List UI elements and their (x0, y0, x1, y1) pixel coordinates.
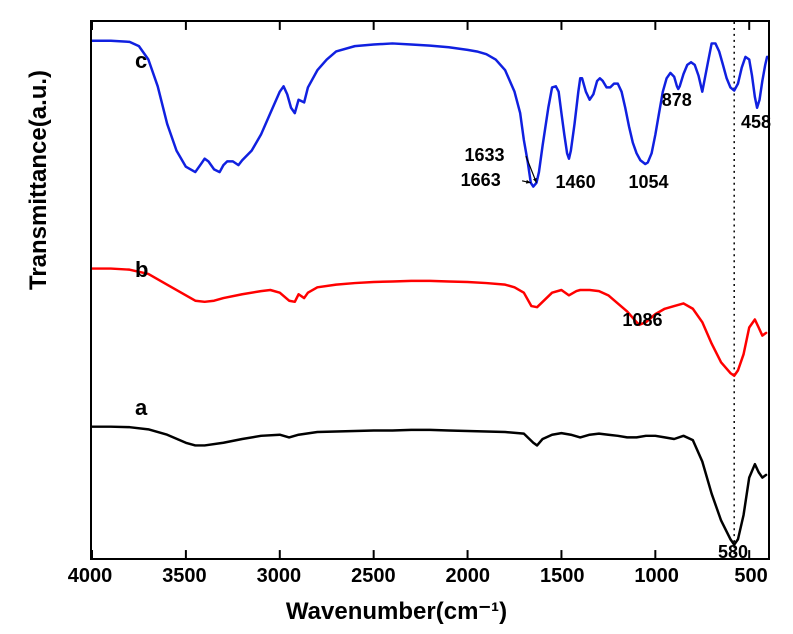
x-tick-500: 500 (734, 565, 767, 588)
x-tick-3500: 3500 (162, 565, 207, 588)
peak-label-458: 458 (741, 112, 771, 133)
x-tick-2500: 2500 (351, 565, 396, 588)
x-tick-4000: 4000 (68, 565, 113, 588)
series-label-c: c (135, 48, 147, 74)
peak-label-1633: 1633 (464, 145, 504, 166)
peak-label-1460: 1460 (556, 172, 596, 193)
x-axis-label: Wavenumber(cm⁻¹) (286, 597, 507, 626)
peak-label-878: 878 (662, 90, 692, 111)
peak-label-580: 580 (718, 542, 748, 563)
series-label-b: b (135, 257, 148, 283)
spectrum-b (92, 269, 766, 376)
spectrum-a (92, 427, 766, 545)
y-axis-label: Transmittance(a.u.) (25, 70, 53, 290)
series-label-a: a (135, 395, 147, 421)
peak-label-1086: 1086 (622, 310, 662, 331)
x-tick-3000: 3000 (257, 565, 302, 588)
x-tick-2000: 2000 (446, 565, 491, 588)
spectrum-c (92, 41, 767, 187)
peak-label-1054: 1054 (628, 172, 668, 193)
x-tick-1000: 1000 (634, 565, 679, 588)
x-tick-1500: 1500 (540, 565, 585, 588)
peak-label-1663: 1663 (461, 170, 501, 191)
